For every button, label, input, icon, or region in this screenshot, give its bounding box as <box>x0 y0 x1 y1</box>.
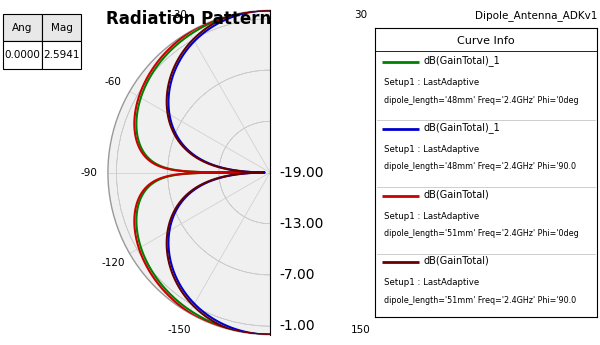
Text: Setup1 : LastAdaptive: Setup1 : LastAdaptive <box>384 145 479 154</box>
Text: dB(GainTotal): dB(GainTotal) <box>424 189 490 199</box>
Text: dB(GainTotal)_1: dB(GainTotal)_1 <box>424 122 500 133</box>
Text: dipole_length='51mm' Freq='2.4GHz' Phi='0deg: dipole_length='51mm' Freq='2.4GHz' Phi='… <box>384 229 578 238</box>
Text: dipole_length='48mm' Freq='2.4GHz' Phi='90.0: dipole_length='48mm' Freq='2.4GHz' Phi='… <box>384 162 576 171</box>
Text: dipole_length='48mm' Freq='2.4GHz' Phi='0deg: dipole_length='48mm' Freq='2.4GHz' Phi='… <box>384 96 578 105</box>
Text: dB(GainTotal): dB(GainTotal) <box>424 256 490 266</box>
Text: dB(GainTotal)_1: dB(GainTotal)_1 <box>424 56 500 66</box>
Text: Setup1 : LastAdaptive: Setup1 : LastAdaptive <box>384 278 479 287</box>
Text: dipole_length='51mm' Freq='2.4GHz' Phi='90.0: dipole_length='51mm' Freq='2.4GHz' Phi='… <box>384 296 576 305</box>
Text: Curve Info: Curve Info <box>457 36 515 46</box>
Text: Setup1 : LastAdaptive: Setup1 : LastAdaptive <box>384 211 479 220</box>
Text: Setup1 : LastAdaptive: Setup1 : LastAdaptive <box>384 78 479 87</box>
Text: Radiation Pattern: Radiation Pattern <box>106 10 272 28</box>
Text: Dipole_Antenna_ADKv1: Dipole_Antenna_ADKv1 <box>475 10 597 21</box>
